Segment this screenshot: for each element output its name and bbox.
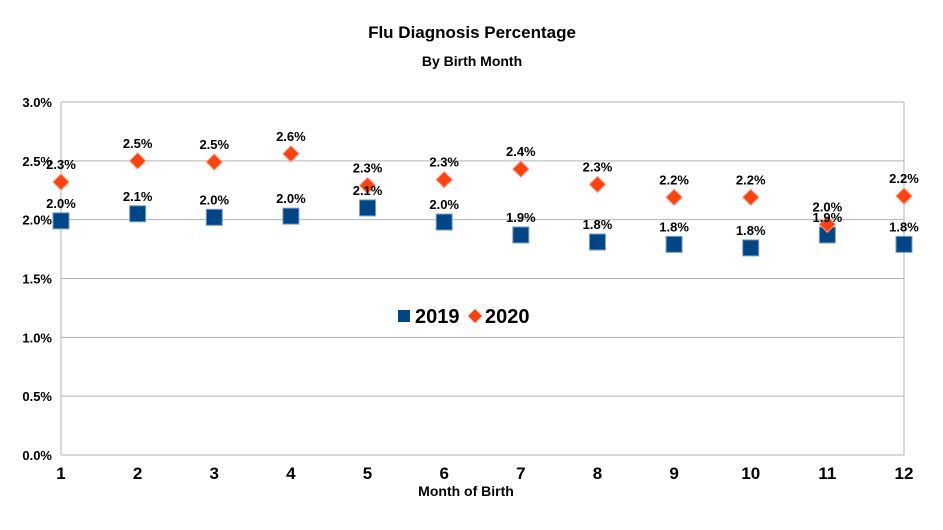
legend: 2019 2020	[398, 306, 530, 328]
series-2020-point	[128, 152, 147, 170]
data-label-2019: 2.0%	[199, 192, 229, 207]
series-2019-point	[742, 239, 760, 257]
data-label-2019: 1.8%	[889, 219, 919, 234]
data-label-2019: 1.8%	[736, 223, 766, 238]
data-label-2019: 2.1%	[353, 183, 383, 198]
series-2020-point	[665, 188, 683, 207]
data-label-2020: 2.3%	[583, 159, 613, 174]
x-tick-label: 12	[895, 464, 914, 483]
x-tick-label: 3	[210, 464, 219, 483]
x-tick-label: 10	[741, 464, 760, 483]
y-tick-label: 3.0%	[22, 95, 52, 110]
data-label-2020: 2.2%	[889, 171, 919, 186]
data-label-2019: 2.0%	[46, 196, 76, 211]
chart-subtitle: By Birth Month	[422, 53, 522, 69]
series-2020-point	[818, 215, 837, 234]
y-tick-label: 1.5%	[22, 272, 52, 287]
series-2019-point	[129, 205, 147, 223]
x-axis-label: Month of Birth	[418, 483, 514, 499]
series-2019-point	[895, 235, 913, 253]
data-marks	[52, 145, 913, 257]
data-label-2019: 1.8%	[659, 219, 689, 234]
data-label-2020: 2.3%	[429, 155, 459, 170]
series-2020-point	[205, 153, 223, 171]
y-tick-label: 0.0%	[22, 448, 52, 463]
data-labels: 2.0% 2.1% 2.0% 2.0%2.1%2.0%1.9% 1.8% 1.8% 1.8%…	[46, 129, 919, 238]
chart-title: Flu Diagnosis Percentage	[368, 23, 576, 42]
data-label-2020: 2.5%	[199, 137, 229, 152]
x-axis-ticks: 1 2 3 4 5 6 7 8 9 10 11 12	[56, 464, 913, 483]
legend-label-2019: 2019	[415, 306, 460, 328]
series-2020-point	[52, 173, 70, 191]
legend-marker-2020	[468, 309, 482, 323]
series-2020-point	[512, 160, 530, 178]
series-2019-point	[282, 207, 300, 225]
series-2019-point	[435, 213, 453, 231]
x-tick-label: 8	[593, 464, 602, 483]
x-tick-label: 7	[516, 464, 525, 483]
x-tick-label: 4	[286, 464, 296, 483]
y-tick-label: 1.0%	[22, 330, 52, 345]
data-label-2020: 2.2%	[736, 172, 766, 187]
series-2020-point	[282, 145, 300, 163]
x-tick-label: 11	[818, 464, 836, 483]
gridlines	[60, 101, 905, 456]
series-2020-point	[358, 176, 377, 195]
legend-label-2020: 2020	[485, 306, 530, 328]
series-2019-point	[52, 212, 70, 230]
data-label-2020: 2.2%	[659, 172, 689, 187]
series-2019-point	[359, 199, 377, 217]
x-tick-label: 9	[669, 464, 678, 483]
y-axis-ticks: 0.0% 0.5% 1.0% 1.5% 2.0% 2.5% 3.0%	[22, 95, 52, 463]
series-2020-point	[588, 175, 607, 194]
series-2019-point	[205, 208, 223, 226]
series-2020-point	[895, 187, 913, 205]
data-label-2019: 1.8%	[583, 217, 613, 232]
series-2020-point	[435, 170, 453, 189]
x-tick-label: 1	[56, 464, 65, 483]
data-label-2020: 2.4%	[506, 144, 536, 159]
data-label-2019: 1.9%	[506, 210, 536, 225]
series-2020-point	[742, 188, 760, 207]
data-label-2020: 2.6%	[276, 129, 306, 144]
series-2019-point	[665, 235, 683, 253]
y-tick-label: 0.5%	[22, 389, 52, 404]
x-tick-label: 5	[363, 464, 372, 483]
data-label-2019: 2.1%	[123, 189, 153, 204]
data-label-2019: 2.0%	[276, 191, 306, 206]
x-tick-label: 2	[133, 464, 142, 483]
data-label-2020: 2.3%	[353, 161, 383, 176]
data-label-2020: 2.5%	[123, 136, 153, 151]
y-tick-label: 2.5%	[22, 154, 52, 169]
series-2019-point	[588, 233, 606, 251]
data-label-2020: 2.0%	[813, 199, 843, 214]
data-label-2020: 2.3%	[46, 157, 76, 172]
y-tick-label: 2.0%	[22, 213, 52, 228]
series-2019-point	[512, 226, 530, 244]
data-label-2019: 1.9%	[813, 210, 843, 225]
x-tick-label: 6	[439, 464, 448, 483]
data-label-2019: 2.0%	[429, 197, 459, 212]
legend-marker-2019	[398, 310, 410, 322]
